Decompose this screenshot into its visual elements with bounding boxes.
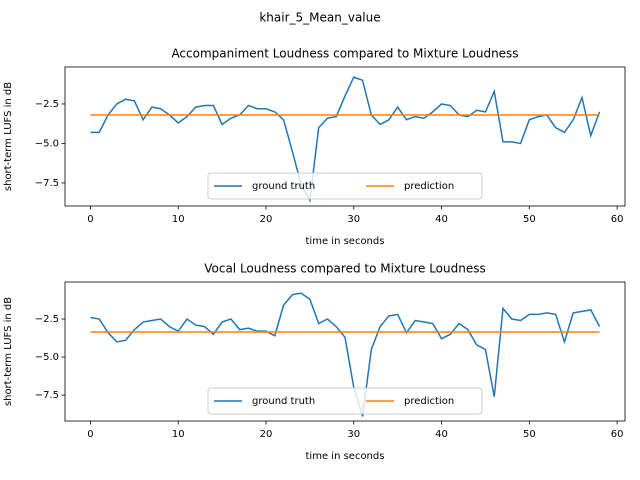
x-tick-label: 30 xyxy=(347,429,360,440)
legend-label: ground truth xyxy=(252,396,315,407)
x-tick-label: 50 xyxy=(523,429,536,440)
y-tick-label: −7.5 xyxy=(35,178,59,189)
y-axis-label: short-term LUFS in dB xyxy=(3,82,14,191)
x-tick-label: 20 xyxy=(260,214,273,225)
x-tick-label: 20 xyxy=(260,429,273,440)
legend-box xyxy=(207,172,483,200)
axes-title: Accompaniment Loudness compared to Mixtu… xyxy=(171,47,518,61)
axes-title: Vocal Loudness compared to Mixture Loudn… xyxy=(204,262,486,276)
legend-box xyxy=(207,387,483,415)
x-tick-label: 10 xyxy=(172,214,185,225)
x-tick-label: 60 xyxy=(611,214,624,225)
axes-frame xyxy=(64,281,626,422)
x-tick-label: 60 xyxy=(611,429,624,440)
legend-label: ground truth xyxy=(252,181,315,192)
x-tick-label: 0 xyxy=(87,214,93,225)
y-tick-label: −7.5 xyxy=(35,390,59,401)
y-tick-label: −2.5 xyxy=(35,99,59,110)
y-axis-label: short-term LUFS in dB xyxy=(3,297,14,406)
x-tick-label: 30 xyxy=(347,214,360,225)
data-line xyxy=(90,76,601,203)
x-axis-label: time in seconds xyxy=(306,236,385,247)
y-tick-label: −5.0 xyxy=(35,138,59,149)
legend-label: prediction xyxy=(404,396,454,407)
x-axis-label: time in seconds xyxy=(306,451,385,462)
x-tick-label: 40 xyxy=(435,214,448,225)
x-tick-label: 10 xyxy=(172,429,185,440)
y-tick-label: −5.0 xyxy=(35,352,59,363)
data-line xyxy=(90,292,601,417)
x-tick-label: 50 xyxy=(523,214,536,225)
figure-title: khair_5_Mean_value xyxy=(259,11,380,25)
x-tick-label: 40 xyxy=(435,429,448,440)
legend-label: prediction xyxy=(404,181,454,192)
x-tick-label: 0 xyxy=(87,429,93,440)
y-tick-label: −2.5 xyxy=(35,314,59,325)
axes-frame xyxy=(64,66,626,207)
